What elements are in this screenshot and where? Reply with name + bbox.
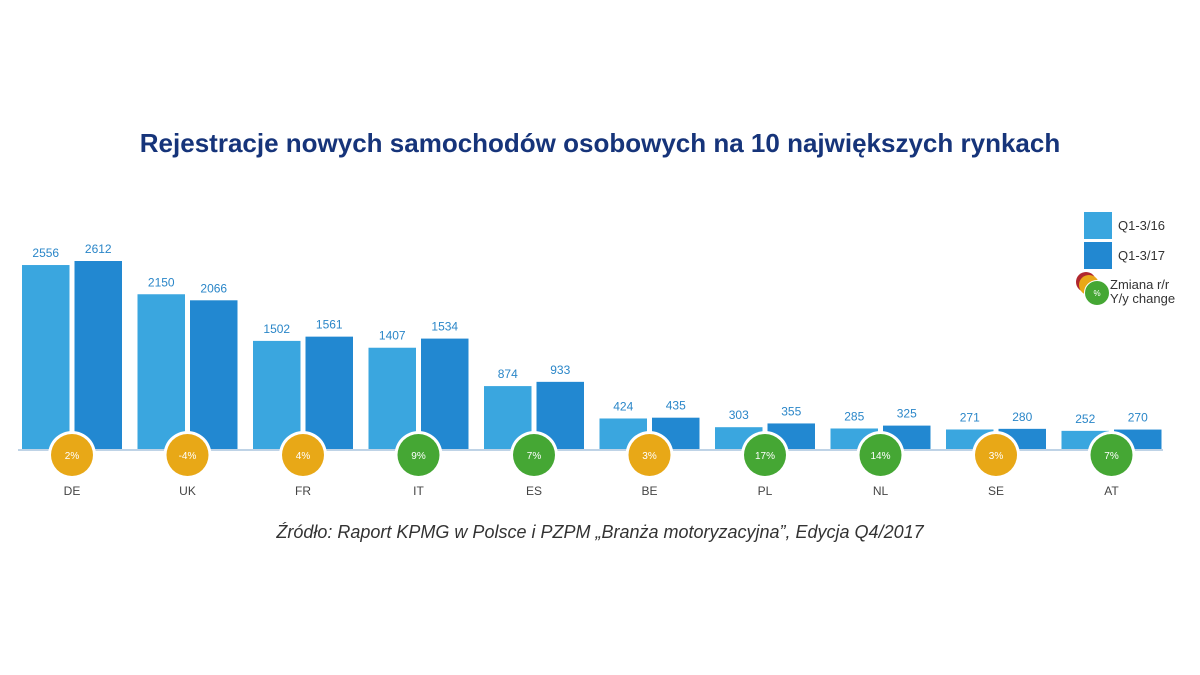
value-label-de-2017: 2612 <box>85 242 112 256</box>
bar-uk-2016 <box>137 294 185 449</box>
yoy-label-se: 3% <box>989 451 1004 462</box>
yoy-label-fr: 4% <box>296 451 311 462</box>
value-label-pl-2016: 303 <box>729 408 749 422</box>
change-circles-icon: % <box>1076 272 1110 312</box>
bar-de-2017 <box>74 261 122 449</box>
legend-item-2016: Q1-3/16 <box>1084 212 1165 239</box>
legend-change-text: Zmiana r/r Y/y change <box>1110 278 1175 306</box>
yoy-label-nl: 14% <box>870 451 890 462</box>
value-label-nl-2016: 285 <box>844 409 864 423</box>
value-label-it-2016: 1407 <box>379 329 406 343</box>
category-label-es: ES <box>526 484 542 498</box>
value-label-be-2017: 435 <box>666 399 686 413</box>
yoy-circle-pl <box>744 434 786 476</box>
yoy-circle-it <box>397 434 440 476</box>
legend-swatch-2017 <box>1084 242 1112 269</box>
category-label-fr: FR <box>295 484 311 498</box>
value-label-at-2016: 252 <box>1075 412 1095 426</box>
yoy-circle-fr <box>282 434 324 476</box>
yoy-circle-be <box>628 434 671 476</box>
bar-it-2017 <box>421 338 469 449</box>
source-note: Źródło: Raport KPMG w Polsce i PZPM „Bra… <box>276 522 924 542</box>
yoy-label-be: 3% <box>642 451 657 462</box>
legend-label-2017: Q1-3/17 <box>1118 247 1165 263</box>
value-label-uk-2017: 2066 <box>200 281 227 295</box>
yoy-circle-es <box>513 434 555 476</box>
legend-change-pl: Zmiana r/r <box>1110 277 1170 292</box>
category-label-pl: PL <box>758 484 773 498</box>
value-label-it-2017: 1534 <box>431 320 458 334</box>
value-label-se-2016: 271 <box>960 410 980 424</box>
chart-title: Rejestracje nowych samochodów osobowych … <box>139 128 1061 158</box>
value-label-fr-2017: 1561 <box>316 318 343 332</box>
yoy-circle-de <box>51 434 93 476</box>
legend-item-change: % Zmiana r/r Y/y change <box>1076 272 1175 312</box>
bar-it-2016 <box>368 347 416 449</box>
category-label-de: DE <box>64 484 81 498</box>
yoy-label-es: 7% <box>527 451 542 462</box>
value-label-se-2017: 280 <box>1012 410 1032 424</box>
yoy-circle-at <box>1090 434 1133 476</box>
category-label-se: SE <box>988 484 1004 498</box>
yoy-label-uk: -4% <box>179 451 197 462</box>
value-label-nl-2017: 325 <box>897 407 917 421</box>
percent-badge: % <box>1084 280 1110 306</box>
value-label-at-2017: 270 <box>1128 411 1148 425</box>
value-label-be-2016: 424 <box>613 399 633 413</box>
legend-swatch-2016 <box>1084 212 1112 239</box>
yoy-circle-uk <box>166 434 209 476</box>
legend-item-2017: Q1-3/17 <box>1084 242 1165 269</box>
yoy-label-it: 9% <box>411 451 426 462</box>
bar-fr-2017 <box>305 336 353 449</box>
value-label-pl-2017: 355 <box>781 404 801 418</box>
legend-label-2016: Q1-3/16 <box>1118 217 1165 233</box>
bar-uk-2017 <box>190 300 238 449</box>
yoy-circle-nl <box>859 434 902 476</box>
value-label-es-2017: 933 <box>550 363 570 377</box>
yoy-label-pl: 17% <box>755 451 775 462</box>
yoy-circle-se <box>975 434 1017 476</box>
value-label-uk-2016: 2150 <box>148 275 175 289</box>
bar-fr-2016 <box>253 340 301 449</box>
legend-change-en: Y/y change <box>1110 291 1176 306</box>
category-label-it: IT <box>413 484 424 498</box>
category-label-nl: NL <box>873 484 889 498</box>
category-label-uk: UK <box>179 484 196 498</box>
value-label-es-2016: 874 <box>498 367 518 381</box>
category-label-at: AT <box>1104 484 1119 498</box>
bar-de-2016 <box>22 265 70 449</box>
category-label-be: BE <box>641 484 657 498</box>
value-label-de-2016: 2556 <box>32 246 59 260</box>
value-label-fr-2016: 1502 <box>263 322 290 336</box>
yoy-label-at: 7% <box>1104 451 1119 462</box>
yoy-label-de: 2% <box>65 451 80 462</box>
